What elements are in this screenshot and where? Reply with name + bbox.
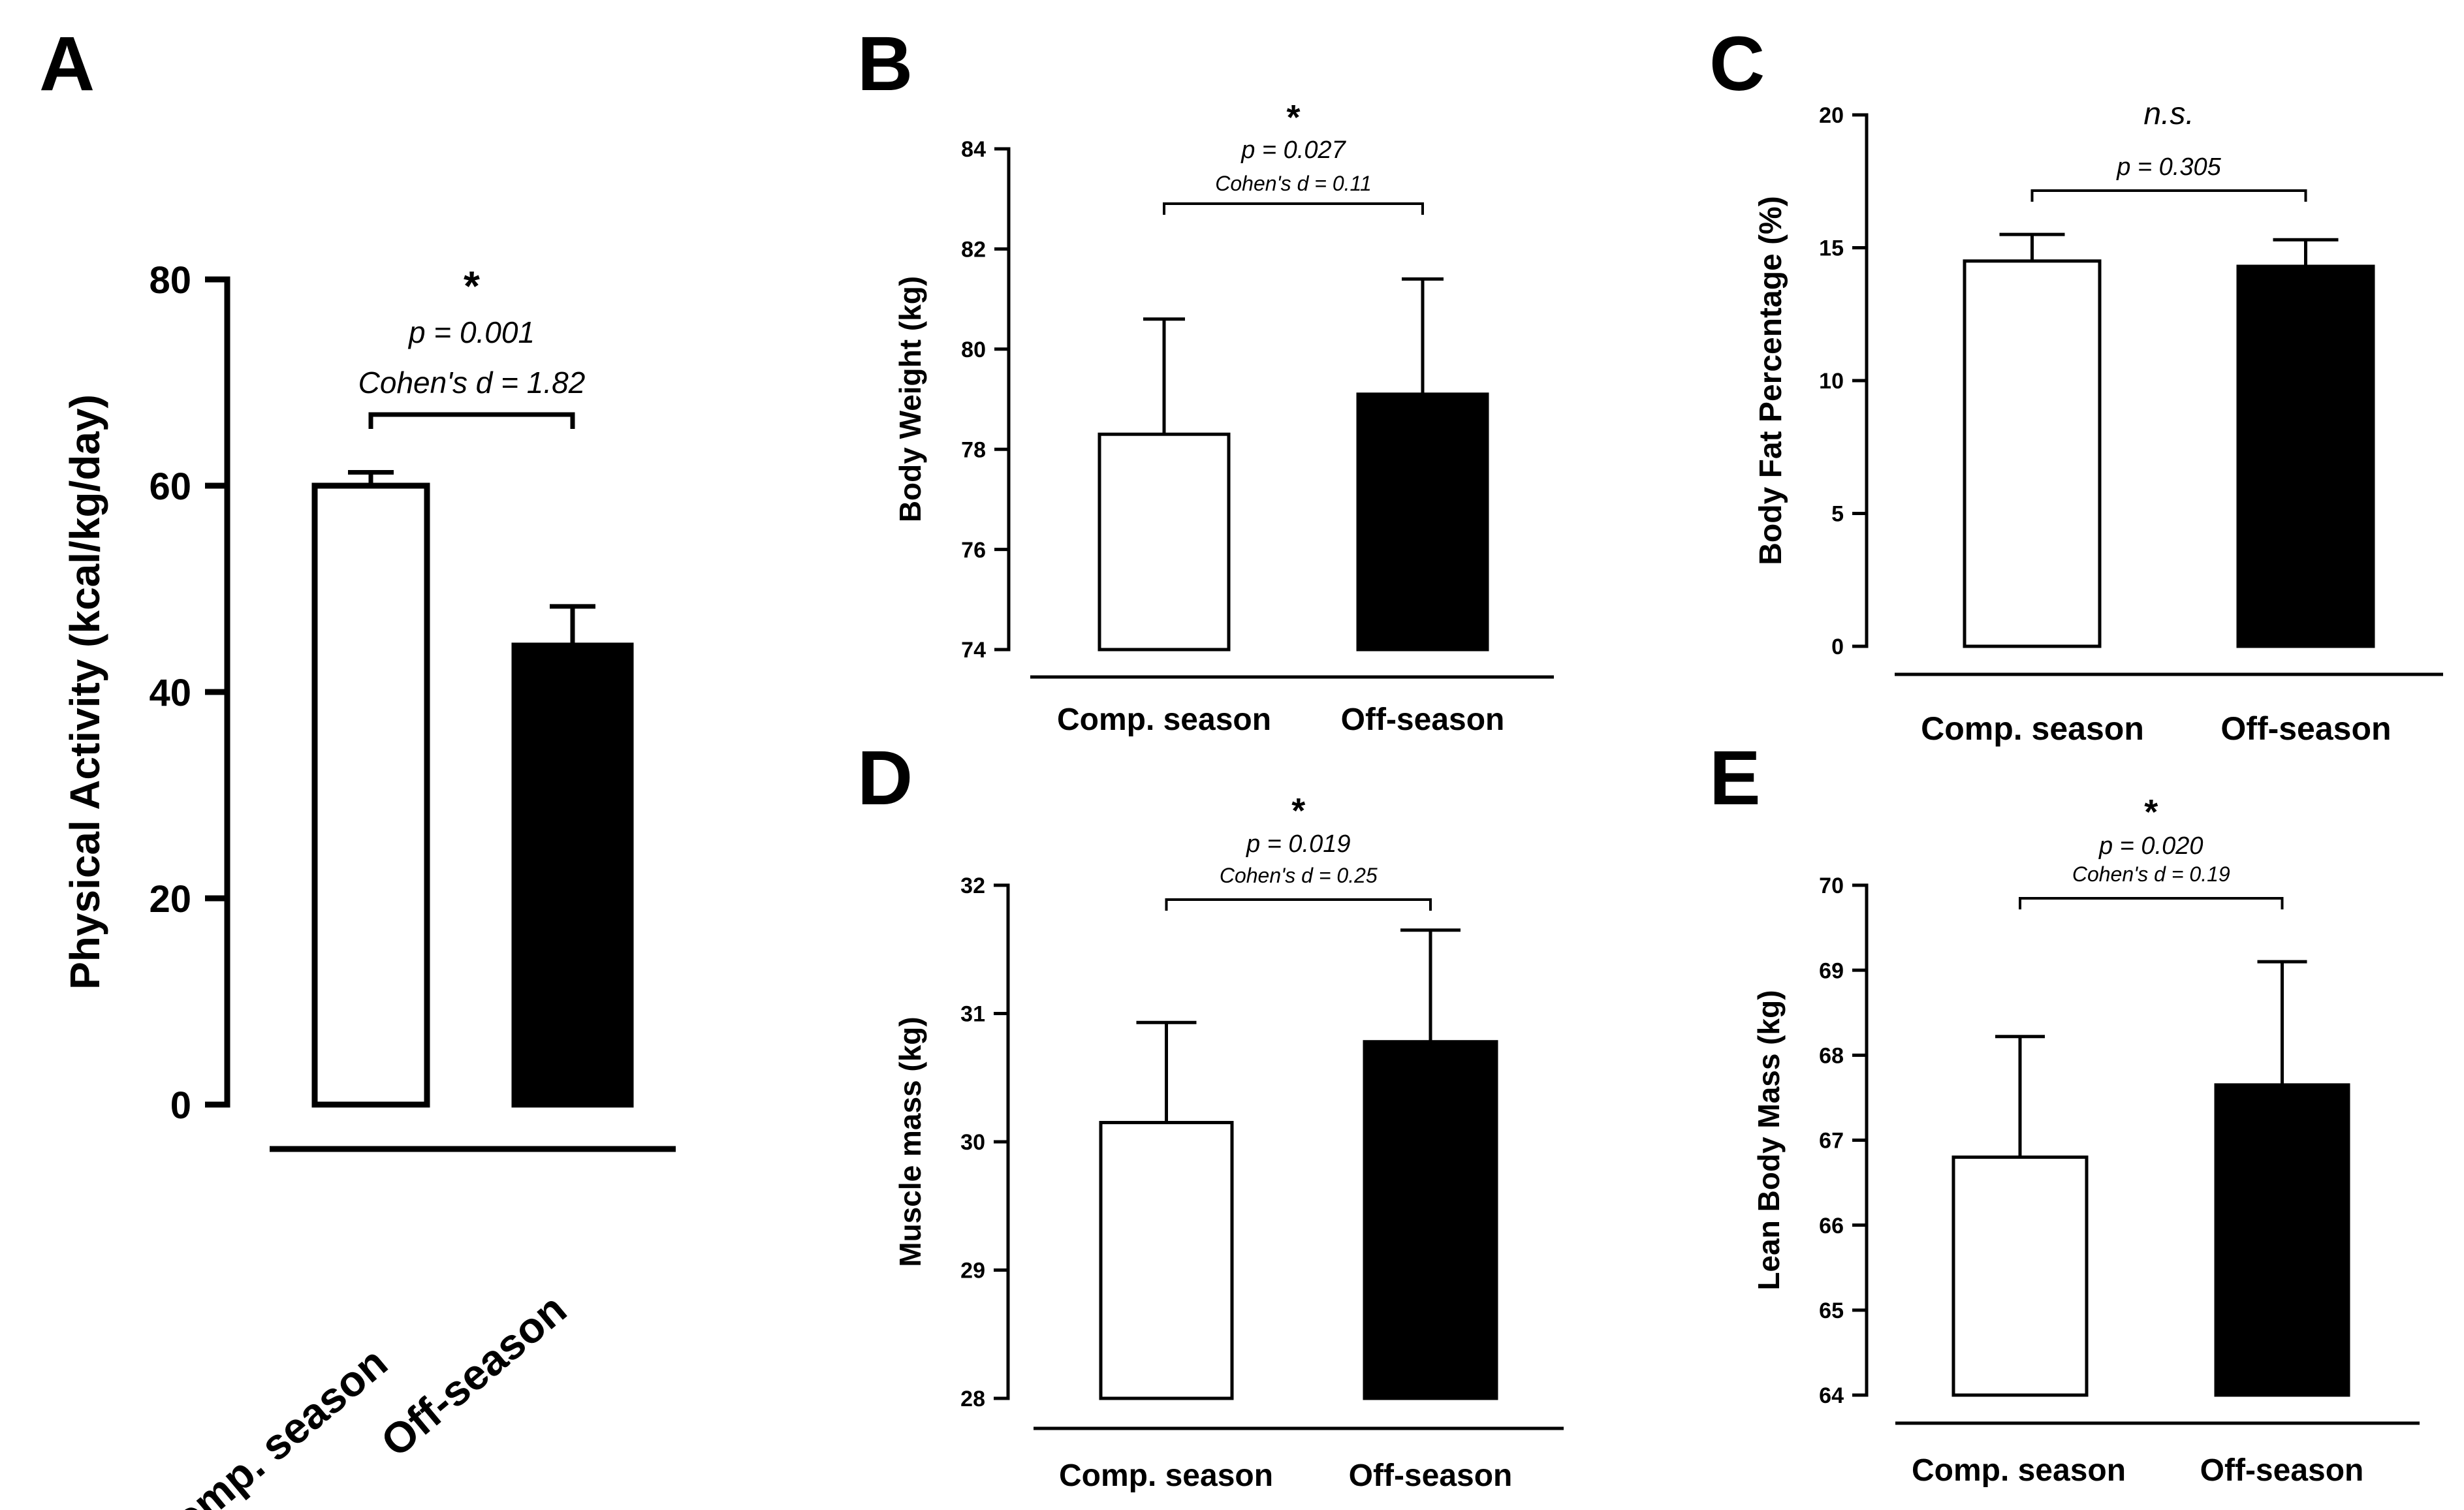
significance-marker: * — [1291, 791, 1305, 830]
effect-size-label: Cohen's d = 0.25 — [1220, 864, 1378, 887]
bar-comp-season — [1099, 1121, 1234, 1400]
bar-off-season — [2236, 264, 2375, 648]
x-category-label: Off-season — [1349, 1458, 1513, 1493]
y-axis-title: Muscle mass (kg) — [893, 1016, 927, 1266]
y-tick-label: 69 — [1819, 958, 1844, 983]
y-tick-label: 0 — [170, 1084, 191, 1127]
effect-size-label: Cohen's d = 0.11 — [1215, 172, 1371, 195]
y-tick-label: 68 — [1819, 1044, 1844, 1069]
p-value-label: p = 0.020 — [2098, 832, 2203, 860]
panel-letter: B — [857, 21, 913, 107]
bar-comp-season — [1963, 259, 2102, 648]
significance-bracket — [2019, 897, 2284, 909]
significance-marker: * — [2144, 793, 2158, 832]
y-tick-label: 74 — [961, 638, 986, 663]
y-axis-title: Physical Activity (kcal/kg/day) — [61, 394, 108, 990]
x-category-label: Comp. season — [1921, 710, 2144, 747]
y-tick-label: 64 — [1819, 1383, 1844, 1408]
y-axis-title: Body Fat Percentage (%) — [1754, 196, 1788, 565]
x-category-label: Comp. season — [1057, 702, 1271, 737]
x-category-label: Comp. season — [140, 1338, 396, 1510]
panel-letter: D — [857, 735, 913, 821]
y-tick-label: 66 — [1819, 1214, 1844, 1238]
effect-size-label: Cohen's d = 1.82 — [358, 366, 586, 400]
panel-letter: A — [39, 21, 95, 107]
x-category-label: Off-season — [1341, 702, 1505, 737]
x-category-label: Off-season — [2220, 710, 2391, 747]
bar-off-season — [1363, 1040, 1498, 1400]
significance-bracket — [1165, 898, 1432, 911]
panel-e: E 64 65 66 67 68 69 70 Lean Body Mass (kg) Comp. … — [1709, 735, 2420, 1488]
y-tick-label: 84 — [961, 137, 986, 162]
bar-off-season — [511, 642, 634, 1108]
y-tick-label: 80 — [149, 259, 191, 302]
y-tick-label: 60 — [149, 465, 191, 508]
y-tick-label: 65 — [1819, 1298, 1844, 1323]
significance-bracket — [2030, 189, 2307, 202]
significance-bracket — [368, 412, 575, 429]
x-category-label: Off-season — [371, 1284, 575, 1466]
y-tick-label: 10 — [1819, 369, 1844, 394]
x-category-label: Off-season — [2200, 1453, 2364, 1488]
p-value-label: p = 0.001 — [407, 315, 535, 349]
significance-marker: n.s. — [2143, 97, 2194, 131]
panel-letter: C — [1709, 21, 1765, 107]
bar-comp-season — [1951, 1156, 2089, 1397]
panel-d: D 28 29 30 31 32 Muscle mass (kg) Comp. season O… — [857, 735, 1564, 1493]
y-tick-label: 82 — [961, 238, 986, 262]
y-tick-label: 40 — [149, 672, 191, 714]
y-tick-label: 20 — [149, 878, 191, 920]
y-tick-label: 5 — [1831, 502, 1844, 527]
bar-off-season — [2214, 1083, 2350, 1397]
y-tick-label: 20 — [1819, 103, 1844, 128]
x-category-label: Comp. season — [1912, 1453, 2126, 1488]
p-value-label: p = 0.019 — [1246, 830, 1351, 858]
y-tick-label: 32 — [960, 873, 985, 898]
y-tick-label: 67 — [1819, 1129, 1844, 1154]
panel-letter: E — [1709, 735, 1761, 821]
bar-comp-season — [311, 482, 430, 1108]
y-tick-label: 31 — [960, 1002, 985, 1027]
effect-size-label: Cohen's d = 0.19 — [2072, 862, 2230, 886]
significance-marker: * — [1286, 98, 1300, 137]
y-tick-label: 30 — [960, 1130, 985, 1155]
significance-bracket — [1163, 202, 1424, 215]
y-tick-label: 76 — [961, 538, 986, 563]
y-tick-label: 0 — [1831, 635, 1844, 659]
y-tick-label: 80 — [961, 338, 986, 362]
y-tick-label: 70 — [1819, 873, 1844, 898]
p-value-label: p = 0.027 — [1240, 136, 1346, 164]
panel-a: A 0 20 40 60 80 Physical Activity (kcal/kg/day… — [39, 21, 676, 1510]
y-axis-title: Lean Body Mass (kg) — [1752, 990, 1786, 1290]
panel-b: B 74 76 78 80 82 84 Body Weight (kg) Comp. seaso… — [857, 21, 1554, 737]
panel-c: C 0 5 10 15 20 Body Fat Percentage (%) Comp. se… — [1709, 21, 2443, 747]
bar-off-season — [1356, 392, 1489, 652]
p-value-label: p = 0.305 — [2116, 153, 2221, 181]
y-tick-label: 15 — [1819, 236, 1844, 261]
x-category-label: Comp. season — [1059, 1458, 1273, 1493]
significance-marker: * — [464, 262, 480, 309]
bar-comp-season — [1098, 432, 1231, 652]
y-tick-label: 29 — [960, 1259, 985, 1283]
y-axis-title: Body Weight (kg) — [893, 276, 927, 522]
y-tick-label: 28 — [960, 1387, 985, 1411]
y-tick-label: 78 — [961, 437, 986, 462]
